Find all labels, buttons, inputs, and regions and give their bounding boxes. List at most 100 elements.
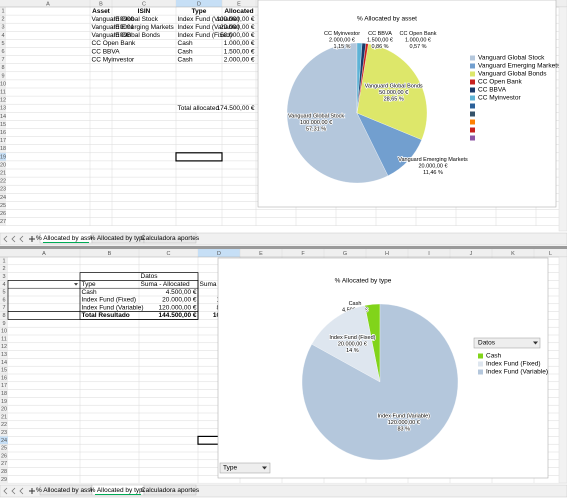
row-header[interactable]: 14 [0, 114, 6, 120]
row-header[interactable]: 17 [1, 383, 7, 389]
row-header[interactable]: 18 [1, 391, 7, 397]
row-header[interactable]: 13 [0, 106, 6, 112]
row-header[interactable]: 21 [1, 414, 7, 420]
column-header[interactable]: C [142, 1, 146, 7]
row-header[interactable]: 16 [0, 130, 6, 136]
row-header[interactable]: 6 [2, 297, 5, 303]
row-header[interactable]: 27 [1, 461, 7, 467]
cell-text[interactable]: 20.000,00 € [220, 24, 255, 31]
column-header[interactable]: B [99, 1, 103, 7]
row-header[interactable]: 20 [1, 407, 7, 413]
row-header[interactable]: 24 [0, 195, 6, 201]
legend-label[interactable]: Vanguard Global Bonds [478, 71, 547, 78]
legend-label[interactable]: Vanguard Global Stock [478, 55, 545, 62]
row-header[interactable]: 11 [0, 90, 6, 96]
row-header[interactable]: 23 [1, 430, 7, 436]
sheet-tab-label[interactable]: % Allocated by asset [36, 487, 96, 494]
filter-field-button[interactable] [219, 462, 271, 474]
cell-text[interactable]: Total allocated [178, 105, 220, 112]
cell-text[interactable]: Index Fund (Fixed) [178, 32, 233, 39]
column-header[interactable]: D [217, 251, 221, 257]
cell-text[interactable]: Index Fund (Variable) [178, 24, 240, 31]
scrollbar[interactable] [558, 6, 567, 232]
pie-slice[interactable] [356, 42, 363, 114]
row-header[interactable]: 9 [1, 73, 4, 79]
column-header[interactable]: J [470, 251, 473, 257]
column-header[interactable]: H [385, 251, 389, 257]
cell-text[interactable]: 20.000,00 € [162, 297, 197, 304]
row-header[interactable]: 4 [2, 282, 5, 288]
row-header[interactable]: 8 [2, 313, 5, 319]
tab-nav[interactable] [3, 487, 8, 495]
row-header[interactable]: 20 [0, 162, 6, 168]
sheet-tab-label[interactable]: Calculadora aportes [141, 487, 200, 494]
row-header[interactable]: 3 [2, 274, 5, 280]
cell-text[interactable]: Vanguard Global Bonds [92, 32, 161, 39]
row-header[interactable]: 24 [1, 438, 7, 444]
column-header[interactable]: I [428, 251, 430, 257]
cell-text[interactable]: Total Resultado [82, 312, 130, 319]
legend-label[interactable]: Index Fund (Fixed) [486, 361, 541, 368]
column-header[interactable]: A [42, 251, 46, 257]
cell-text[interactable]: 100.000,00 € [217, 16, 255, 23]
legend-field-label[interactable]: Datos [478, 340, 496, 347]
scrollbar[interactable] [558, 256, 567, 484]
row-header[interactable]: 15 [1, 368, 7, 374]
cell-text[interactable]: IE0000 [114, 16, 135, 23]
row-header[interactable]: 10 [0, 81, 6, 87]
row-header[interactable]: 8 [1, 65, 4, 71]
row-header[interactable]: 27 [0, 219, 6, 225]
legend-label[interactable]: CC Myinvestor [478, 95, 521, 102]
row-header[interactable]: 26 [0, 211, 6, 217]
pie-slice[interactable] [286, 42, 389, 184]
row-header[interactable]: 12 [1, 344, 7, 350]
pie-slice[interactable] [356, 43, 428, 140]
row-header[interactable]: 2 [1, 17, 4, 23]
tab-nav[interactable] [11, 235, 16, 243]
cell-text[interactable]: 1.500,00 € [224, 48, 255, 55]
legend-label[interactable]: Vanguard Emerging Markets [478, 63, 561, 70]
row-header[interactable]: 6 [1, 49, 4, 55]
cell-text[interactable]: Cash [178, 40, 194, 47]
row-header[interactable]: 25 [0, 203, 6, 209]
row-header[interactable]: 19 [1, 399, 7, 405]
add-sheet[interactable] [29, 236, 35, 242]
column-header[interactable]: K [511, 251, 515, 257]
row-header[interactable]: 5 [2, 290, 5, 296]
filter-field-label[interactable]: Type [223, 465, 237, 472]
column-header[interactable]: C [167, 251, 171, 257]
pie-slice[interactable] [311, 305, 381, 383]
cell-text[interactable]: CC BBVA [92, 48, 121, 55]
dropdown-arrow[interactable] [533, 341, 538, 345]
cell-text[interactable]: 144.500,00 € [159, 312, 197, 319]
row-header[interactable]: 3 [1, 25, 4, 31]
cell-text[interactable]: Cash [178, 56, 194, 63]
sheet-tab[interactable] [143, 484, 197, 496]
column-header[interactable]: G [343, 251, 347, 257]
tab-nav[interactable] [3, 235, 8, 243]
filter-arrow[interactable] [74, 283, 78, 286]
row-header[interactable]: 2 [2, 266, 5, 272]
row-header[interactable]: 15 [0, 122, 6, 128]
cell-text[interactable]: Asset [92, 8, 111, 15]
cell-text[interactable]: Index Fund (Variable) [82, 304, 144, 311]
tab-nav[interactable] [11, 487, 16, 495]
legend-label[interactable]: CC BBVA [478, 87, 507, 94]
row-header[interactable]: 18 [0, 146, 6, 152]
column-header[interactable]: B [108, 251, 112, 257]
cell-text[interactable]: 2.000,00 € [224, 56, 255, 63]
row-header[interactable]: 16 [1, 375, 7, 381]
tab-nav[interactable] [19, 235, 24, 243]
cell-text[interactable]: Datos [141, 273, 159, 280]
legend-label[interactable]: Index Fund (Variable) [486, 369, 548, 376]
sheet-tab-label[interactable]: Calculadora aportes [141, 235, 200, 242]
cell-text[interactable]: CC Myinvestor [92, 56, 135, 63]
legend-field-button[interactable] [473, 337, 541, 349]
column-header[interactable]: L [549, 251, 552, 257]
pie-slice[interactable] [301, 303, 459, 461]
cell-text[interactable]: Index Fund (Fixed) [82, 297, 137, 304]
column-header[interactable]: A [46, 1, 50, 7]
legend-label[interactable]: CC Open Bank [478, 79, 522, 86]
row-header[interactable]: 19 [0, 154, 6, 160]
cell-text[interactable]: 174.500,00 € [217, 105, 255, 112]
